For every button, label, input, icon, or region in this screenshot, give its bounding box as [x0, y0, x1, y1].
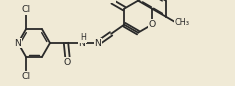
- Text: N: N: [15, 39, 21, 47]
- Text: H: H: [80, 33, 86, 42]
- Text: O: O: [64, 58, 71, 67]
- Text: N: N: [94, 39, 102, 47]
- Text: Cl: Cl: [21, 5, 31, 14]
- Text: O: O: [108, 0, 115, 2]
- Text: CH₃: CH₃: [175, 18, 190, 27]
- Text: Cl: Cl: [21, 72, 31, 81]
- Text: N: N: [78, 39, 86, 47]
- Text: O: O: [148, 20, 156, 29]
